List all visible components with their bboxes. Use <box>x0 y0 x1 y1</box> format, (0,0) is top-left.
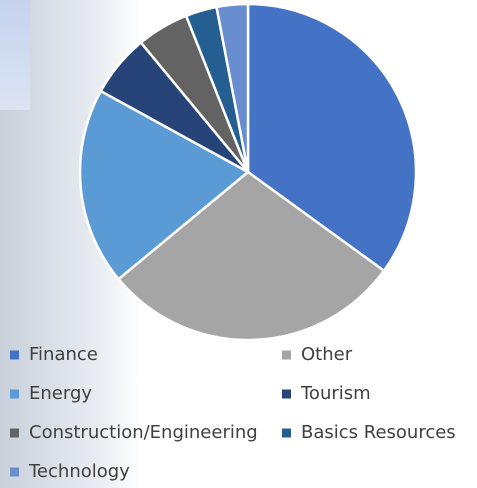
legend-label: Other <box>301 344 353 365</box>
pie-slice <box>215 2 250 173</box>
pie-slice <box>246 2 418 273</box>
pie <box>78 2 418 342</box>
legend-swatch <box>282 389 291 399</box>
legend-label: Technology <box>28 461 130 482</box>
pie-slice <box>116 170 386 342</box>
legend-swatch <box>10 467 19 477</box>
legend-label: Construction/Engineering <box>29 422 258 443</box>
legend-swatch <box>282 428 291 438</box>
legend-label: Energy <box>29 383 92 404</box>
legend-swatch <box>282 350 291 360</box>
legend-swatch <box>10 350 19 360</box>
legend-label: Finance <box>29 344 98 365</box>
legend-swatch <box>10 389 19 399</box>
legend-swatch <box>10 428 19 438</box>
legend: Finance Other Energy Tourism Construction/En… <box>10 344 456 482</box>
legend-label: Basics Resources <box>301 422 456 443</box>
background-banner <box>0 0 30 110</box>
pie-slice <box>78 89 251 281</box>
legend-label: Tourism <box>300 383 371 404</box>
